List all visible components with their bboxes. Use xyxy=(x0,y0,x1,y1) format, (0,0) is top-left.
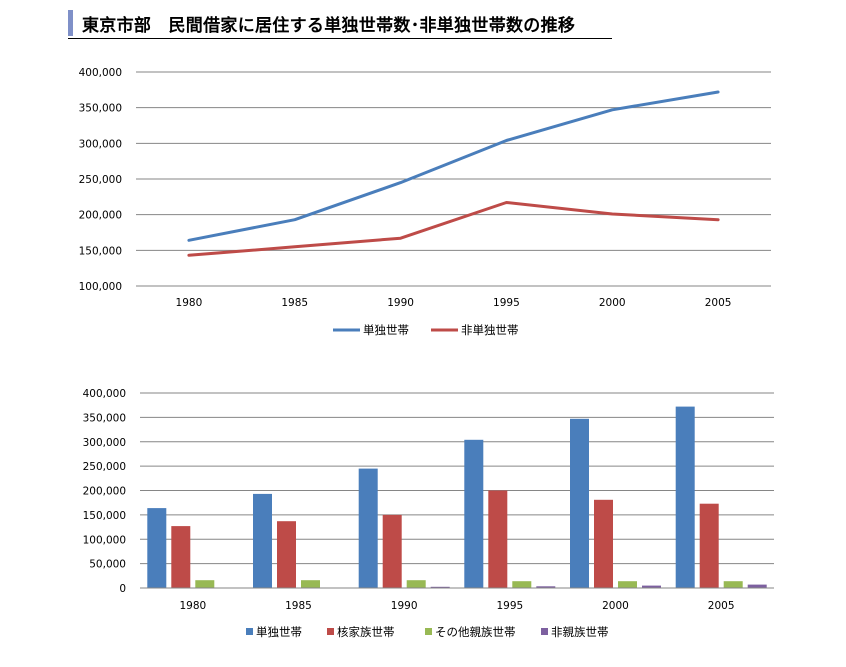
y-tick-label: 350,000 xyxy=(83,412,126,424)
bar-legend: 単独世帯 核家族世帯 その他親族世帯 非親族世帯 xyxy=(246,625,609,639)
x-tick-label: 1980 xyxy=(179,600,206,612)
y-tick-label: 250,000 xyxy=(83,461,126,473)
legend-label: 非単独世帯 xyxy=(461,323,519,337)
x-tick-label: 1985 xyxy=(281,297,308,309)
page-title: 東京市部 民間借家に居住する単独世帯数･非単独世帯数の推移 xyxy=(82,16,576,36)
x-tick-label: 1990 xyxy=(391,600,418,612)
series-line xyxy=(187,90,720,242)
legend-swatch xyxy=(327,628,334,635)
line-legend: 単独世帯 非単独世帯 xyxy=(333,323,519,337)
y-tick-label: 50,000 xyxy=(89,559,126,571)
legend-swatch xyxy=(541,628,548,635)
y-tick-label: 150,000 xyxy=(83,510,126,522)
bar xyxy=(675,406,695,588)
x-tick-label: 1995 xyxy=(496,600,523,612)
bar xyxy=(618,581,637,588)
bar xyxy=(430,586,450,588)
chart-title-block: 東京市部 民間借家に居住する単独世帯数･非単独世帯数の推移 xyxy=(68,8,612,39)
x-tick-label: 1995 xyxy=(493,297,520,309)
bar-chart: 0 50,000 100,000 150,000 200,000 250,000 300,0… xyxy=(83,388,774,639)
y-tick-label: 150,000 xyxy=(79,245,122,257)
y-tick-label: 400,000 xyxy=(79,67,122,79)
legend-label: 核家族世帯 xyxy=(337,625,395,639)
legend-swatch xyxy=(425,628,432,635)
bar xyxy=(253,493,272,588)
x-tick-label: 2000 xyxy=(599,297,626,309)
y-tick-label: 250,000 xyxy=(79,174,122,186)
title-accent-bar xyxy=(68,10,73,36)
bar xyxy=(512,581,532,588)
legend-label: 非親族世帯 xyxy=(551,625,609,639)
bar xyxy=(594,499,613,588)
bar xyxy=(301,580,320,588)
series-line xyxy=(187,201,720,257)
bar xyxy=(536,586,556,588)
y-tick-label: 100,000 xyxy=(83,534,126,546)
y-tick-label: 0 xyxy=(119,583,126,595)
bar xyxy=(488,490,508,588)
y-tick-label: 300,000 xyxy=(79,138,122,150)
bar xyxy=(171,526,191,588)
x-tick-label: 2005 xyxy=(708,600,735,612)
legend-label: 単独世帯 xyxy=(363,323,409,337)
y-tick-label: 350,000 xyxy=(79,103,122,115)
bar xyxy=(382,514,402,588)
x-tick-label: 1990 xyxy=(387,297,414,309)
bar xyxy=(147,508,167,588)
bar xyxy=(277,521,296,588)
x-tick-label: 2005 xyxy=(705,297,732,309)
bar xyxy=(747,584,767,588)
bar xyxy=(464,439,484,588)
x-tick-label: 2000 xyxy=(602,600,629,612)
bar xyxy=(570,418,589,588)
y-tick-label: 200,000 xyxy=(83,486,126,498)
bar xyxy=(699,503,719,588)
bar xyxy=(358,468,378,588)
y-tick-label: 100,000 xyxy=(79,281,122,293)
legend-swatch xyxy=(246,628,253,635)
y-tick-label: 300,000 xyxy=(83,437,126,449)
bar xyxy=(195,580,215,588)
bar xyxy=(642,585,661,588)
x-tick-label: 1985 xyxy=(285,600,312,612)
line-chart: 100,000 150,000 200,000 250,000 300,000 350,0… xyxy=(79,67,771,337)
legend-label: その他親族世帯 xyxy=(435,625,516,639)
y-tick-label: 400,000 xyxy=(83,388,126,400)
x-tick-label: 1980 xyxy=(176,297,203,309)
bar xyxy=(723,581,743,588)
bar xyxy=(406,580,426,588)
y-tick-label: 200,000 xyxy=(79,210,122,222)
legend-label: 単独世帯 xyxy=(256,625,302,639)
